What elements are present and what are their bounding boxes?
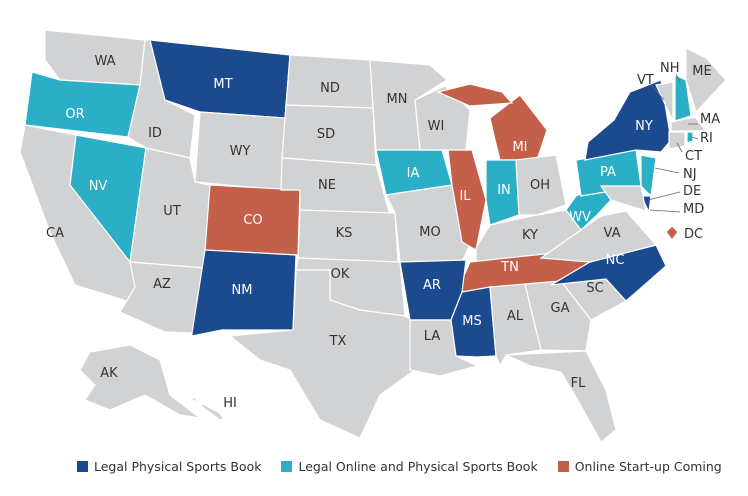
state-vt [655,81,674,122]
state-label-hi: HI [223,396,237,411]
state-label-ar: AR [423,278,441,293]
state-nm [191,249,297,337]
state-label-nc: NC [606,253,625,268]
state-nh [674,74,692,122]
state-label-co: CO [243,213,262,228]
state-dc [665,225,679,241]
state-az [119,261,206,334]
callout-line [676,142,683,153]
state-label-sc: SC [586,281,603,296]
state-label-ut: UT [163,204,181,219]
legend-physical: Legal Physical Sports Book [77,459,261,474]
callout-line [651,85,665,101]
state-ga [524,280,592,352]
state-label-mn: MN [387,92,408,107]
state-ct [668,131,686,150]
state-label-ky: KY [522,228,538,243]
state-tx [228,269,416,439]
state-label-nm: NM [232,283,253,298]
state-label-mo: MO [419,225,440,240]
state-label-me: ME [692,64,711,79]
state-label-nh: NH [660,61,680,76]
state-hi [188,397,226,421]
state-nj [640,154,657,198]
state-label-wv: WV [569,210,591,225]
state-label-il: IL [459,189,471,204]
state-label-nd: ND [320,81,340,96]
state-oh [515,154,567,216]
legend: Legal Physical Sports Book Legal Online … [77,459,722,474]
state-label-de: DE [683,184,701,199]
state-label-az: AZ [153,277,171,292]
state-mi-upper [436,83,514,107]
state-label-nv: NV [89,179,108,194]
state-label-ma: MA [700,112,720,127]
state-label-id: ID [148,126,162,141]
state-label-ri: RI [700,131,713,146]
state-ri [686,131,694,144]
state-label-tn: TN [500,260,519,275]
state-wi [414,85,471,151]
swatch-online-physical [281,461,293,472]
state-ak [79,344,201,419]
swatch-physical [77,461,88,472]
state-in [485,159,520,226]
state-label-or: OR [65,107,84,122]
state-label-vt: VT [637,73,654,88]
state-label-ct: CT [685,149,702,164]
state-label-sd: SD [317,127,335,142]
state-label-ca: CA [46,226,64,241]
state-label-la: LA [424,329,441,344]
state-label-ak: AK [100,366,118,381]
state-label-ne: NE [318,178,336,193]
state-label-pa: PA [600,165,616,180]
us-map: WA OR CA NV ID MT WY UT AZ CO NM ND SD NE KS OK TX MN IA MO… [19,29,727,443]
state-label-mi: MI [512,140,527,155]
callout-line [675,73,681,83]
state-fl [505,350,617,443]
callout-line [647,191,681,201]
legend-label: Online Start-up Coming [574,459,722,474]
state-label-oh: OH [530,178,550,193]
state-label-in: IN [497,183,511,198]
callout-line [649,209,681,213]
state-label-ks: KS [336,226,353,241]
legend-label: Legal Physical Sports Book [94,459,262,474]
callout-line [691,136,699,140]
state-label-wi: WI [428,119,445,134]
legend-online-physical: Legal Online and Physical Sports Book [281,459,538,474]
state-ny [584,79,672,161]
swatch-startup [557,461,569,472]
state-label-ia: IA [407,166,420,181]
callout-line [654,167,680,174]
state-label-dc: DC [684,227,703,242]
state-label-md: MD [683,202,704,217]
legend-startup: Online Start-up Coming [557,459,722,474]
state-label-wy: WY [230,144,251,159]
state-label-ga: GA [551,301,570,316]
state-label-ny: NY [635,119,653,134]
state-label-mt: MT [213,77,232,92]
state-md [599,185,647,212]
state-label-fl: FL [571,376,586,391]
legend-label: Legal Online and Physical Sports Book [298,459,538,474]
state-label-al: AL [507,309,524,324]
state-label-wa: WA [94,54,115,69]
state-label-ok: OK [331,267,350,282]
state-label-va: VA [604,226,621,241]
state-label-ms: MS [462,314,481,329]
state-label-nj: NJ [683,167,697,182]
state-me [685,47,727,114]
state-label-tx: TX [329,334,347,349]
